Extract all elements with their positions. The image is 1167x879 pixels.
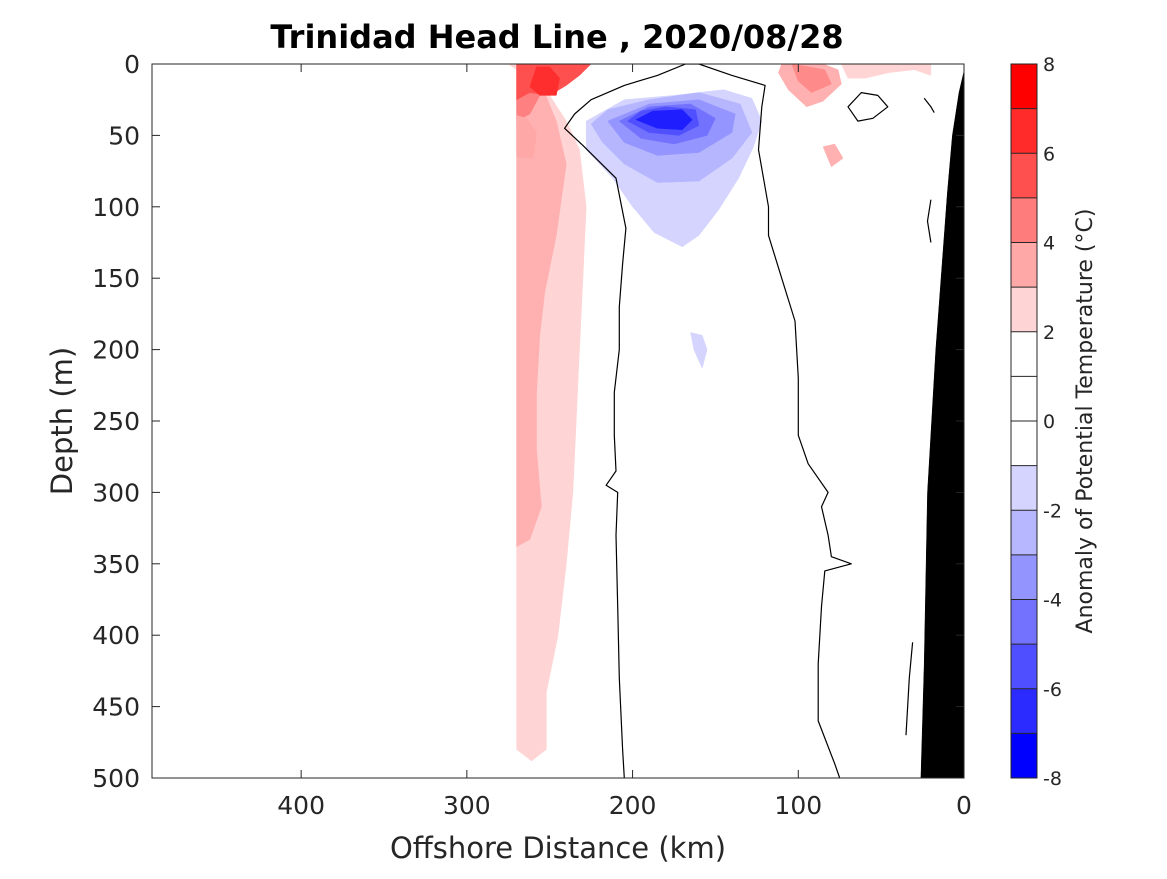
x-tick-label: 200: [609, 791, 657, 820]
colorbar-tick-label: -2: [1043, 500, 1062, 522]
contour-region-16: [690, 332, 708, 369]
colorbar-band: [1011, 64, 1037, 109]
y-tick-label: 500: [92, 764, 140, 793]
zero-contour-line-3: [926, 199, 932, 243]
colorbar-tick-label: -8: [1043, 768, 1062, 790]
contour-region-17: [920, 71, 964, 778]
colorbar-band: [1011, 108, 1037, 154]
y-tick-label: 200: [92, 336, 140, 365]
x-axis-label: Offshore Distance (km): [390, 831, 726, 865]
contour-region-1: [516, 64, 567, 548]
x-tick-label: 400: [277, 791, 325, 820]
colorbar-tick-label: -6: [1043, 679, 1062, 701]
colorbar-band: [1011, 599, 1037, 645]
colorbar-band: [1011, 197, 1037, 243]
colorbar-tick-label: -4: [1043, 590, 1062, 612]
zero-contour-line-1: [847, 91, 889, 122]
y-tick-label: 350: [92, 550, 140, 579]
colorbar-band: [1011, 153, 1037, 198]
colorbar-band: [1011, 376, 1037, 421]
colorbar-tick-label: 8: [1043, 54, 1055, 76]
contour-region-5: [529, 66, 560, 96]
y-tick-label: 100: [92, 193, 140, 222]
colorbar-frame: [1010, 63, 1038, 779]
y-tick-label: 0: [124, 50, 140, 79]
colorbar-tick-label: 0: [1043, 411, 1055, 433]
plot-region: [152, 64, 964, 778]
colorbar-band: [1011, 331, 1037, 377]
x-tick-label: 300: [443, 791, 491, 820]
colorbar-band: [1011, 242, 1037, 288]
colorbar-band: [1011, 733, 1037, 778]
colorbar-band: [1011, 554, 1037, 600]
colorbar-band: [1011, 421, 1037, 466]
y-tick-label: 300: [92, 478, 140, 507]
colorbar-band: [1011, 287, 1037, 332]
contour-region-15: [635, 109, 693, 130]
colorbar-band: [1011, 688, 1037, 734]
contour-region-8: [841, 64, 932, 79]
x-axis: 400 300 200 100 0: [277, 64, 972, 820]
y-tick-label: 50: [108, 121, 140, 150]
y-axis-label: Depth (m): [45, 347, 79, 495]
colorbar-tick-label: 4: [1043, 233, 1055, 255]
y-axis: 0 50 100 150 200 250 300 350 400 450 500: [92, 50, 964, 793]
y-tick-label: 400: [92, 621, 140, 650]
y-tick-label: 150: [92, 264, 140, 293]
colorbar-band: [1011, 465, 1037, 511]
colorbar-tick-label: 2: [1043, 322, 1055, 344]
y-tick-label: 250: [92, 407, 140, 436]
contour-region-7: [791, 64, 832, 93]
colorbar-band: [1011, 510, 1037, 555]
zero-contour-line-0: [563, 64, 852, 778]
chart-title: Trinidad Head Line , 2020/08/28: [270, 18, 843, 56]
x-tick-label: 100: [774, 791, 822, 820]
colorbar: 8 6 4 2 0 -2 -4 -6 -8: [1010, 54, 1062, 790]
contour-region-9: [822, 143, 844, 168]
y-tick-label: 450: [92, 693, 140, 722]
contour-region-3: [516, 115, 537, 159]
colorbar-label: Anomaly of Potential Temperature (°C): [1073, 209, 1098, 634]
colorbar-band: [1011, 644, 1037, 689]
x-tick-label: 0: [956, 791, 972, 820]
zero-contour-line-2: [923, 97, 935, 113]
colorbar-tick-label: 6: [1043, 143, 1055, 165]
zero-contour-line-4: [905, 642, 914, 736]
